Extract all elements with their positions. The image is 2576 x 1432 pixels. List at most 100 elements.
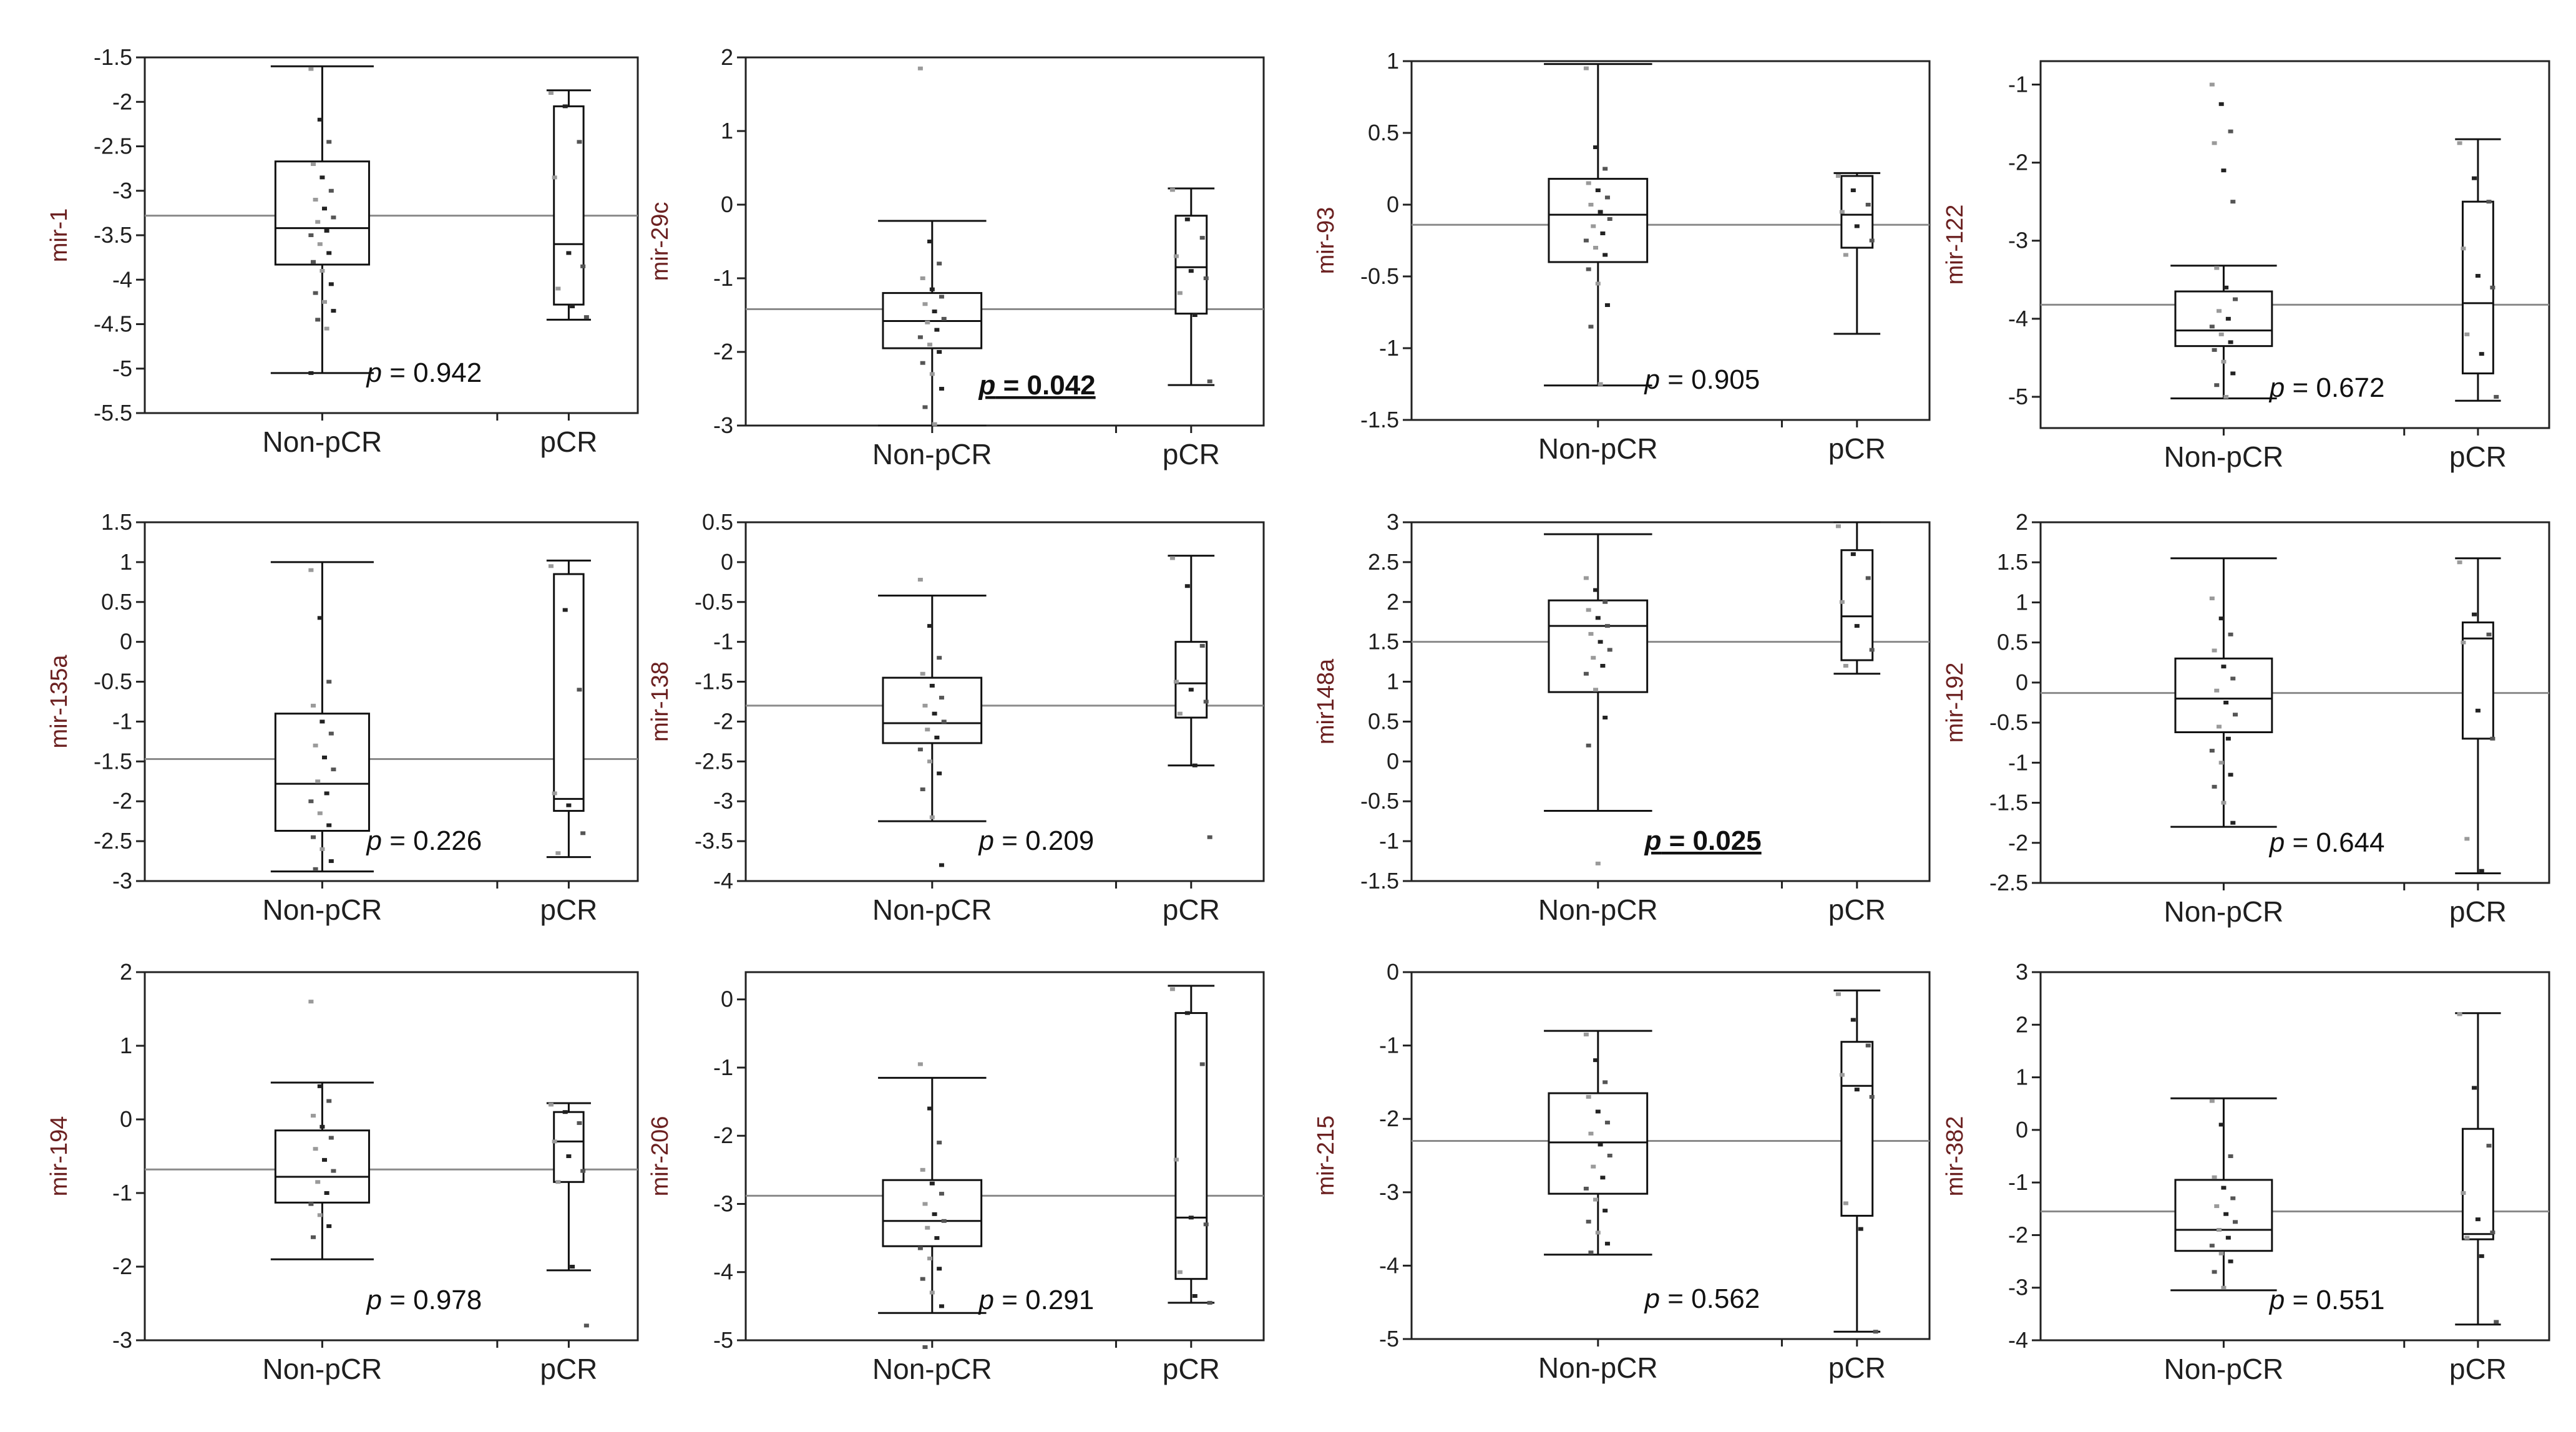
data-point <box>310 835 316 839</box>
data-point <box>922 1345 928 1349</box>
data-point <box>1591 1164 1596 1169</box>
data-point <box>937 350 942 354</box>
data-point <box>1586 608 1591 612</box>
box-non-pcr <box>878 1062 987 1349</box>
data-point <box>2479 1254 2484 1259</box>
y-tick-label: -3 <box>1379 1179 1399 1205</box>
y-tick-label: 1 <box>120 1033 132 1058</box>
data-point <box>939 696 944 700</box>
data-point <box>1854 1088 1860 1092</box>
y-tick-label: -5 <box>713 1327 733 1353</box>
data-point <box>934 328 940 332</box>
plot-frame <box>2039 521 2550 884</box>
data-point <box>2461 246 2466 251</box>
data-point <box>917 1246 923 1250</box>
data-point <box>920 787 925 792</box>
y-tick-label: -0.5 <box>695 589 733 615</box>
data-point <box>927 624 933 628</box>
data-point <box>2223 701 2229 704</box>
data-point <box>1203 276 1209 280</box>
data-point <box>1854 624 1860 628</box>
p-symbol: p <box>1644 1283 1660 1314</box>
data-point <box>1869 1094 1875 1099</box>
y-tick-label: -3 <box>713 412 733 438</box>
data-point <box>308 568 314 572</box>
y-tick-label: -4 <box>1379 1252 1399 1278</box>
x-category-label: Non-pCR <box>1538 432 1658 465</box>
data-point <box>920 1167 925 1172</box>
data-point <box>1177 711 1183 716</box>
plot-frame <box>744 971 1265 1342</box>
y-tick-label: -3.5 <box>94 222 132 248</box>
data-point <box>1854 224 1860 228</box>
data-point <box>932 1212 937 1216</box>
data-point <box>308 67 314 71</box>
box-pcr <box>546 89 591 321</box>
data-point <box>937 656 942 660</box>
box-non-pcr <box>2170 557 2277 828</box>
data-point <box>2212 1175 2217 1179</box>
data-point <box>324 228 329 233</box>
y-tick-label: -2 <box>713 1123 733 1148</box>
data-point <box>2221 665 2227 669</box>
y-tick-label: -0.5 <box>1360 788 1399 814</box>
data-point <box>1586 181 1591 185</box>
data-point <box>2457 560 2462 565</box>
p-symbol: p <box>2268 1285 2285 1315</box>
data-point <box>1598 210 1603 214</box>
y-tick-label: 2 <box>120 959 132 985</box>
data-point <box>548 564 554 568</box>
data-point <box>2221 801 2227 805</box>
data-point <box>324 791 329 796</box>
y-tick-label: -5 <box>112 356 132 381</box>
box-pcr <box>1168 985 1215 1305</box>
data-point <box>313 743 318 748</box>
y-tick-label: -1 <box>112 708 132 734</box>
box-non-pcr <box>270 65 374 375</box>
y-tick-label: -3 <box>713 788 733 814</box>
data-point <box>2464 1235 2470 1240</box>
data-point <box>927 240 933 243</box>
box-pcr <box>1168 555 1215 839</box>
data-point <box>1588 324 1594 329</box>
y-tick-label: -2 <box>2008 1222 2028 1247</box>
p-value-text: = 0.644 <box>2285 827 2384 858</box>
data-point <box>313 291 318 295</box>
data-point <box>2475 708 2481 713</box>
data-point <box>1593 688 1599 692</box>
y-tick-label: -4 <box>713 1259 733 1285</box>
data-point <box>328 1136 334 1140</box>
p-value-label: p = 0.226 <box>366 826 482 856</box>
data-point <box>308 233 314 237</box>
data-point <box>1843 664 1848 668</box>
y-tick-label: -0.5 <box>1989 709 2028 735</box>
y-tick-label: 3 <box>2016 959 2028 985</box>
chart-panel: 2 1.5 1 0.5 0 -0.5 -1 -1.5 -2 -2.5 mir-192 Non-pCR p… <box>1942 509 2550 928</box>
data-point <box>920 276 925 280</box>
chart-panel: 2 1 0 -1 -2 -3 mir-194 Non-pCR pCR p = 0.978 <box>46 959 639 1385</box>
plot-frame <box>2039 971 2550 1342</box>
data-point <box>1593 1197 1599 1202</box>
y-axis-label: mir-192 <box>1942 663 1968 743</box>
data-point <box>2218 1251 2224 1255</box>
y-axis-label: mir-93 <box>1313 207 1339 275</box>
data-point <box>580 1169 586 1173</box>
y-tick-label: 2 <box>721 44 733 70</box>
y-axis-label: mir-29c <box>647 202 673 281</box>
y-tick-label: 0 <box>2016 1117 2028 1142</box>
y-tick-label: -2.5 <box>1989 870 2028 895</box>
data-point <box>555 851 561 855</box>
data-point <box>2209 324 2215 329</box>
y-tick-label: 0 <box>1387 748 1399 774</box>
data-point <box>1839 1073 1845 1077</box>
data-point <box>2223 394 2229 399</box>
chart-panel: 0 -1 -2 -3 -4 -5 mir-215 Non-pCR pCR p = 0.562 <box>1313 959 1931 1384</box>
y-tick-label: 2 <box>2016 509 2028 535</box>
data-point <box>1177 1270 1183 1274</box>
data-point <box>1188 1215 1194 1220</box>
x-category-label: pCR <box>1828 894 1886 926</box>
data-point <box>2486 200 2492 204</box>
x-category-label: pCR <box>2449 895 2507 928</box>
data-point <box>937 771 942 776</box>
iqr-box <box>553 105 585 306</box>
